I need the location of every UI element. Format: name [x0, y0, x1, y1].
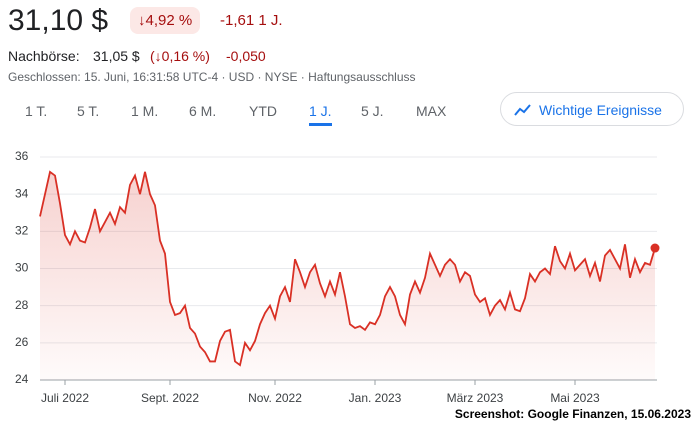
- range-tab[interactable]: 1 T.: [25, 103, 48, 119]
- change-abs: -1,61 1 J.: [220, 12, 283, 29]
- area-fill: [40, 171, 655, 380]
- x-tick-label: Jan. 2023: [349, 391, 402, 405]
- range-tab[interactable]: 6 M.: [189, 103, 217, 119]
- range-tab[interactable]: YTD: [249, 103, 277, 119]
- y-tick-label: 32: [15, 224, 29, 238]
- x-tick-label: Sept. 2022: [141, 391, 199, 405]
- range-tab[interactable]: 1 J.: [309, 103, 332, 126]
- after-hours-label: Nachbörse:: [8, 48, 80, 64]
- x-tick-label: März 2023: [447, 391, 504, 405]
- range-tab[interactable]: 5 J.: [361, 103, 384, 119]
- y-tick-label: 36: [15, 149, 29, 163]
- after-hours-abs: -0,050: [226, 48, 266, 64]
- y-tick-label: 28: [15, 298, 29, 312]
- x-tick-label: Juli 2022: [41, 391, 89, 405]
- price: 31,10 $: [8, 4, 109, 37]
- price-line: [39, 170, 656, 367]
- status: Geschlossen: 15. Juni, 16:31:58 UTC-4 · …: [8, 70, 416, 84]
- events-icon: [514, 104, 531, 116]
- events-label: Wichtige Ereignisse: [539, 102, 662, 118]
- y-tick-label: 30: [15, 261, 29, 275]
- y-tick-label: 26: [15, 335, 29, 349]
- range-tab[interactable]: 5 T.: [77, 103, 100, 119]
- last-point: [650, 243, 660, 253]
- caption: Screenshot: Google Finanzen, 15.06.2023: [454, 407, 691, 421]
- range-tab[interactable]: 1 M.: [131, 103, 159, 119]
- after-hours-pct: (↓0,16 %): [150, 48, 210, 64]
- change-pct: ↓4,92 %: [130, 7, 201, 34]
- y-tick-label: 34: [15, 186, 29, 200]
- events-button[interactable]: Wichtige Ereignisse: [500, 92, 684, 126]
- x-tick-label: Nov. 2022: [248, 391, 302, 405]
- range-tab[interactable]: MAX: [416, 103, 447, 119]
- y-tick-label: 24: [15, 372, 29, 386]
- x-tick-label: Mai 2023: [550, 391, 600, 405]
- after-hours-price: 31,05 $: [93, 48, 140, 64]
